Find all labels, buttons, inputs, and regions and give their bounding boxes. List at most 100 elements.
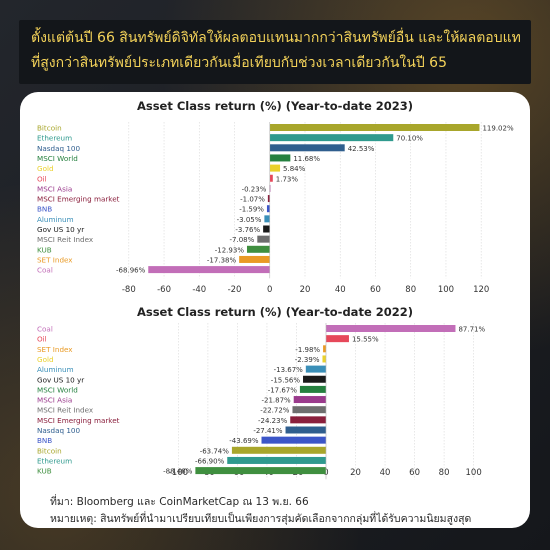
data-label: 5.84% xyxy=(283,165,306,173)
x-tick-label: 20 xyxy=(350,468,361,478)
x-tick-label: -20 xyxy=(228,285,242,295)
bar xyxy=(239,255,270,263)
category-label: Bitcoin xyxy=(37,124,62,133)
bar xyxy=(326,335,349,343)
headline-box: ตั้งแต่ต้นปี 66 สินทรัพย์ดิจิทัลให้ผลตอบ… xyxy=(19,20,531,84)
data-label: -3.05% xyxy=(237,216,262,224)
headline-line-2: ที่สูงกว่าสินทรัพย์ประเภทเดียวกันเมื่อเท… xyxy=(31,55,447,71)
category-label: MSCI Asia xyxy=(37,396,72,405)
category-label: MSCI Reit Index xyxy=(37,235,94,244)
footer-source: ที่มา: Bloomberg และ CoinMarketCap ณ 13 … xyxy=(50,496,309,508)
data-label: -3.76% xyxy=(235,226,260,234)
data-label: -15.56% xyxy=(271,376,301,384)
bar xyxy=(299,385,326,393)
bar xyxy=(285,426,326,434)
data-label: -21.87% xyxy=(261,397,291,405)
x-tick-label: -80 xyxy=(122,285,136,295)
x-tick-label: 20 xyxy=(300,285,311,295)
data-label: -24.23% xyxy=(258,417,288,425)
bar xyxy=(227,456,326,464)
data-label: -2.39% xyxy=(295,356,320,364)
bar xyxy=(257,235,270,243)
bar xyxy=(269,124,480,131)
x-tick-label: -100 xyxy=(169,468,188,478)
category-label: SET Index xyxy=(37,255,73,264)
data-label: -68.96% xyxy=(116,267,146,275)
category-label: Ethereum xyxy=(37,456,72,465)
category-label: MSCI World xyxy=(37,154,78,163)
bar xyxy=(269,174,273,182)
data-label: 119.02% xyxy=(482,125,513,133)
data-label: -27.41% xyxy=(253,427,283,435)
category-label: Nasdaq 100 xyxy=(37,426,80,435)
data-label: -66.90% xyxy=(195,457,225,465)
data-label: -63.74% xyxy=(200,447,230,455)
bar xyxy=(305,365,326,373)
category-label: Aluminum xyxy=(37,215,74,224)
bar xyxy=(261,436,326,444)
category-label: Gold xyxy=(37,164,54,173)
data-label: -7.08% xyxy=(230,236,255,244)
footer-note: หมายเหตุ: สินทรัพย์ที่นำมาเปรียบเทียบเป็… xyxy=(50,513,472,525)
bar xyxy=(264,215,270,223)
category-label: Nasdaq 100 xyxy=(37,144,80,153)
category-label: Aluminum xyxy=(37,365,74,374)
category-label: Gold xyxy=(37,355,54,364)
bar xyxy=(269,154,291,162)
category-label: BNB xyxy=(37,205,52,214)
category-label: Ethereum xyxy=(37,134,72,143)
x-tick-label: 40 xyxy=(380,468,391,478)
bar xyxy=(326,325,456,332)
bar xyxy=(246,245,270,253)
category-label: MSCI Emerging market xyxy=(37,195,120,204)
x-tick-label: 120 xyxy=(473,285,489,295)
data-label: 11.68% xyxy=(293,155,320,163)
data-label: -0.23% xyxy=(242,185,267,193)
data-label: 1.73% xyxy=(276,175,299,183)
bar xyxy=(292,406,326,414)
data-label: -17.67% xyxy=(268,386,298,394)
bar xyxy=(266,205,270,213)
chart-title: Asset Class return (%) (Year-to-date 202… xyxy=(137,99,413,113)
bar xyxy=(322,355,326,363)
category-label: Oil xyxy=(37,174,47,183)
x-tick-label: 40 xyxy=(335,285,346,295)
bar xyxy=(267,195,270,203)
x-tick-label: 80 xyxy=(405,285,416,295)
category-label: SET Index xyxy=(37,345,73,354)
category-label: Oil xyxy=(37,335,47,344)
chart-title: Asset Class return (%) (Year-to-date 202… xyxy=(137,305,413,319)
bar xyxy=(323,345,326,353)
data-label: -22.72% xyxy=(260,407,290,415)
category-label: MSCI Emerging market xyxy=(37,416,120,425)
bar xyxy=(269,134,394,142)
bar xyxy=(231,446,326,454)
data-label: 87.71% xyxy=(458,326,485,334)
x-tick-label: 60 xyxy=(370,285,381,295)
x-tick-label: 100 xyxy=(466,468,482,478)
x-tick-label: -40 xyxy=(192,285,206,295)
category-label: Bitcoin xyxy=(37,446,62,455)
x-tick-label: 60 xyxy=(409,468,420,478)
bar xyxy=(303,375,326,383)
category-label: MSCI Reit Index xyxy=(37,406,94,415)
bar xyxy=(263,225,270,233)
category-label: KUB xyxy=(37,467,52,476)
data-label: -1.98% xyxy=(295,346,320,354)
data-label: 42.53% xyxy=(348,145,375,153)
category-label: Gov US 10 yr xyxy=(37,375,84,384)
category-label: MSCI World xyxy=(37,385,78,394)
bar xyxy=(269,144,345,152)
x-tick-label: 0 xyxy=(267,285,272,295)
category-label: Coal xyxy=(37,266,53,275)
category-label: KUB xyxy=(37,245,52,254)
bar xyxy=(148,266,270,274)
bar xyxy=(290,416,326,424)
x-tick-label: 80 xyxy=(439,468,450,478)
data-label: -1.07% xyxy=(240,196,265,204)
data-label: -17.38% xyxy=(207,256,237,264)
data-label: -1.59% xyxy=(239,206,264,214)
data-label: -13.67% xyxy=(274,366,304,374)
headline-line-1: ตั้งแต่ต้นปี 66 สินทรัพย์ดิจิทัลให้ผลตอบ… xyxy=(31,30,521,46)
